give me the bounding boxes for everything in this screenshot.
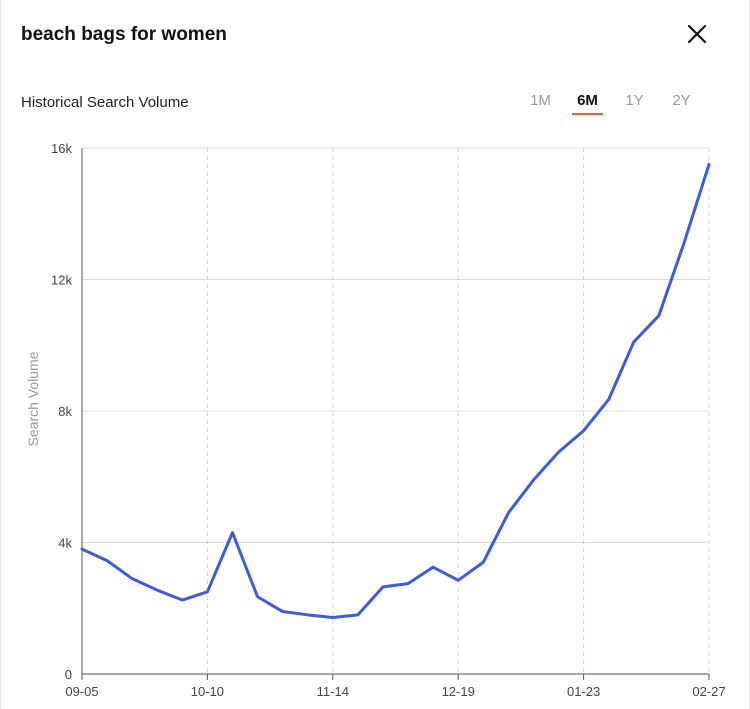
data-point[interactable] <box>178 596 186 604</box>
range-tab-2y[interactable]: 2Y <box>672 92 691 109</box>
range-tab-1y[interactable]: 1Y <box>625 92 644 109</box>
y-tick-label: 8k <box>58 404 72 419</box>
data-point[interactable] <box>705 160 713 168</box>
x-tick-label: 12-19 <box>442 684 475 699</box>
data-point[interactable] <box>379 583 387 591</box>
x-tick-label: 01-23 <box>567 684 600 699</box>
y-tick-label: 4k <box>58 536 72 551</box>
y-tick-label: 12k <box>51 273 72 288</box>
data-point[interactable] <box>128 575 136 583</box>
data-point[interactable] <box>479 558 487 566</box>
range-tab-1m[interactable]: 1M <box>530 92 551 109</box>
x-tick-label: 02-27 <box>692 684 725 699</box>
data-point[interactable] <box>655 312 663 320</box>
range-tab-6m[interactable]: 6M <box>564 92 611 115</box>
data-point[interactable] <box>78 545 86 553</box>
y-tick-label: 0 <box>65 667 72 682</box>
data-point[interactable] <box>504 509 512 517</box>
data-point[interactable] <box>228 529 236 537</box>
y-axis-title: Search Volume <box>25 351 41 446</box>
data-point[interactable] <box>304 611 312 619</box>
data-point[interactable] <box>429 563 437 571</box>
search-volume-chart: 0 4k 8k 12k 16k 09-05 10-10 11-14 12-19 01-23 02-2… <box>25 141 726 699</box>
data-point[interactable] <box>605 395 613 403</box>
data-point[interactable] <box>454 576 462 584</box>
x-tick-label: 11-14 <box>317 684 349 699</box>
data-point[interactable] <box>103 557 111 565</box>
data-point[interactable] <box>404 580 412 588</box>
keyword-title: beach bags for women <box>21 24 227 45</box>
panel-header: beach bags for women <box>21 24 729 48</box>
data-point[interactable] <box>279 608 287 616</box>
range-selector: 1M 6M 1Y 2Y <box>517 92 705 115</box>
data-point[interactable] <box>555 448 563 456</box>
x-tick-label: 09-05 <box>65 684 98 699</box>
data-point[interactable] <box>254 593 262 601</box>
data-point[interactable] <box>630 338 638 346</box>
chart-subtitle: Historical Search Volume <box>21 94 189 111</box>
data-point[interactable] <box>329 613 337 621</box>
data-point[interactable] <box>354 611 362 619</box>
data-point[interactable] <box>529 476 537 484</box>
data-point[interactable] <box>203 588 211 596</box>
y-tick-label: 16k <box>51 141 72 156</box>
close-icon[interactable] <box>685 22 709 46</box>
series-line <box>80 162 711 619</box>
data-point[interactable] <box>580 427 588 435</box>
x-tick-label: 10-10 <box>191 684 224 699</box>
chart-header: Historical Search Volume 1M 6M 1Y 2Y <box>21 92 729 116</box>
data-point[interactable] <box>153 586 161 594</box>
data-point[interactable] <box>680 239 688 247</box>
